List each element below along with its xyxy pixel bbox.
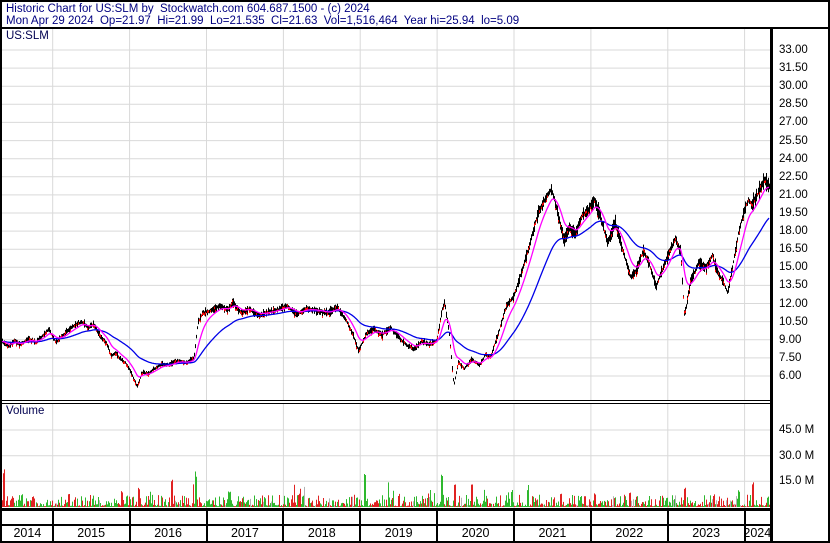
year-tick (51, 511, 54, 524)
volume-axis-label: 45.0 M (779, 424, 815, 436)
year-tick (666, 526, 669, 541)
year-tick (589, 511, 592, 524)
year-tick (205, 526, 208, 541)
y-axis-label-column: 33.00 31.50 30.00 28.50 27.00 25.50 24.00 22.50… (770, 29, 828, 541)
price-axis-label: 24.00 (779, 152, 808, 165)
year-tick (359, 526, 362, 541)
year-tick (436, 526, 439, 541)
year-label: 2020 (461, 526, 490, 540)
price-axis-label: 21.00 (779, 188, 808, 201)
price-bars (2, 173, 770, 388)
header-quote-line: Mon Apr 29 2024 Op=21.97 Hi=21.99 Lo=21.… (6, 15, 520, 27)
price-axis-label: 7.50 (779, 351, 802, 364)
volume-label: Volume (6, 405, 45, 417)
volume-bars-neutral (35, 486, 747, 507)
price-axis-label: 16.50 (779, 243, 808, 256)
year-tick (743, 526, 746, 541)
x-axis-tick-row (2, 511, 770, 524)
year-tick (282, 526, 285, 541)
price-axis-label: 13.50 (779, 279, 808, 292)
price-axis-label: 6.00 (779, 370, 802, 382)
year-label: 2023 (692, 526, 721, 540)
year-tick (205, 511, 208, 524)
x-axis-border (2, 508, 770, 511)
year-label: 2021 (538, 526, 567, 540)
price-axis-label: 27.00 (779, 116, 808, 129)
year-label: 2014 (13, 526, 42, 540)
price-axis-label: 25.50 (779, 134, 808, 147)
year-label: 2019 (384, 526, 413, 540)
year-label: 2024 (743, 526, 772, 540)
volume-chart (2, 404, 770, 508)
chart-header: Historic Chart for US:SLM by Stockwatch.… (2, 2, 828, 29)
volume-grid-lines (2, 404, 770, 508)
price-axis-label: 33.00 (779, 44, 808, 56)
price-axis-label: 10.50 (779, 315, 808, 328)
price-axis-label: 18.00 (779, 225, 808, 238)
price-axis-label: 22.50 (779, 170, 808, 183)
volume-bars-up (9, 471, 769, 507)
volume-panel[interactable]: Volume (2, 404, 770, 508)
year-tick (128, 511, 131, 524)
price-chart (2, 29, 770, 400)
header-title: Historic Chart for US:SLM by Stockwatch.… (6, 3, 370, 15)
year-tick (743, 511, 746, 524)
symbol-label: US:SLM (6, 30, 49, 42)
year-tick (513, 526, 515, 541)
volume-axis-label: 15.0 M (779, 475, 815, 488)
chart-column: US:SLM Volume 2014 2015 2016 2017 2018 2019 20… (2, 29, 772, 541)
year-tick (666, 511, 669, 524)
year-tick (359, 511, 362, 524)
price-bar-down-ticks (5, 180, 766, 386)
price-axis-label: 30.00 (779, 80, 808, 93)
panel-divider (2, 400, 770, 404)
x-axis-year-row: 2014 2015 2016 2017 2018 2019 2020 2021 2022 2023… (2, 526, 772, 541)
price-panel[interactable]: US:SLM (2, 29, 770, 400)
year-tick (436, 511, 439, 524)
ma-fast-line (2, 186, 770, 378)
year-label: 2022 (615, 526, 644, 540)
volume-axis-label: 30.0 M (779, 449, 815, 462)
price-grid-lines (2, 29, 770, 400)
year-label: 2016 (154, 526, 182, 540)
price-axis-label: 9.00 (779, 333, 802, 346)
year-tick (282, 511, 285, 524)
year-label: 2017 (230, 526, 259, 540)
volume-bars-down (2, 469, 770, 507)
year-tick (513, 511, 515, 524)
price-axis-label: 31.50 (779, 62, 808, 75)
price-axis-label: 28.50 (779, 98, 808, 111)
year-tick (128, 526, 131, 541)
price-axis-label: 19.50 (779, 207, 808, 219)
year-label: 2015 (77, 526, 106, 540)
year-row-border (2, 524, 770, 526)
price-axis-label: 15.00 (779, 261, 808, 274)
price-axis-label: 12.00 (779, 297, 808, 310)
year-tick (589, 526, 592, 541)
chart-body: US:SLM Volume 2014 2015 2016 2017 2018 2019 20… (2, 29, 828, 541)
ma-slow-line (2, 217, 770, 365)
year-tick (51, 526, 54, 541)
year-label: 2018 (307, 526, 336, 540)
